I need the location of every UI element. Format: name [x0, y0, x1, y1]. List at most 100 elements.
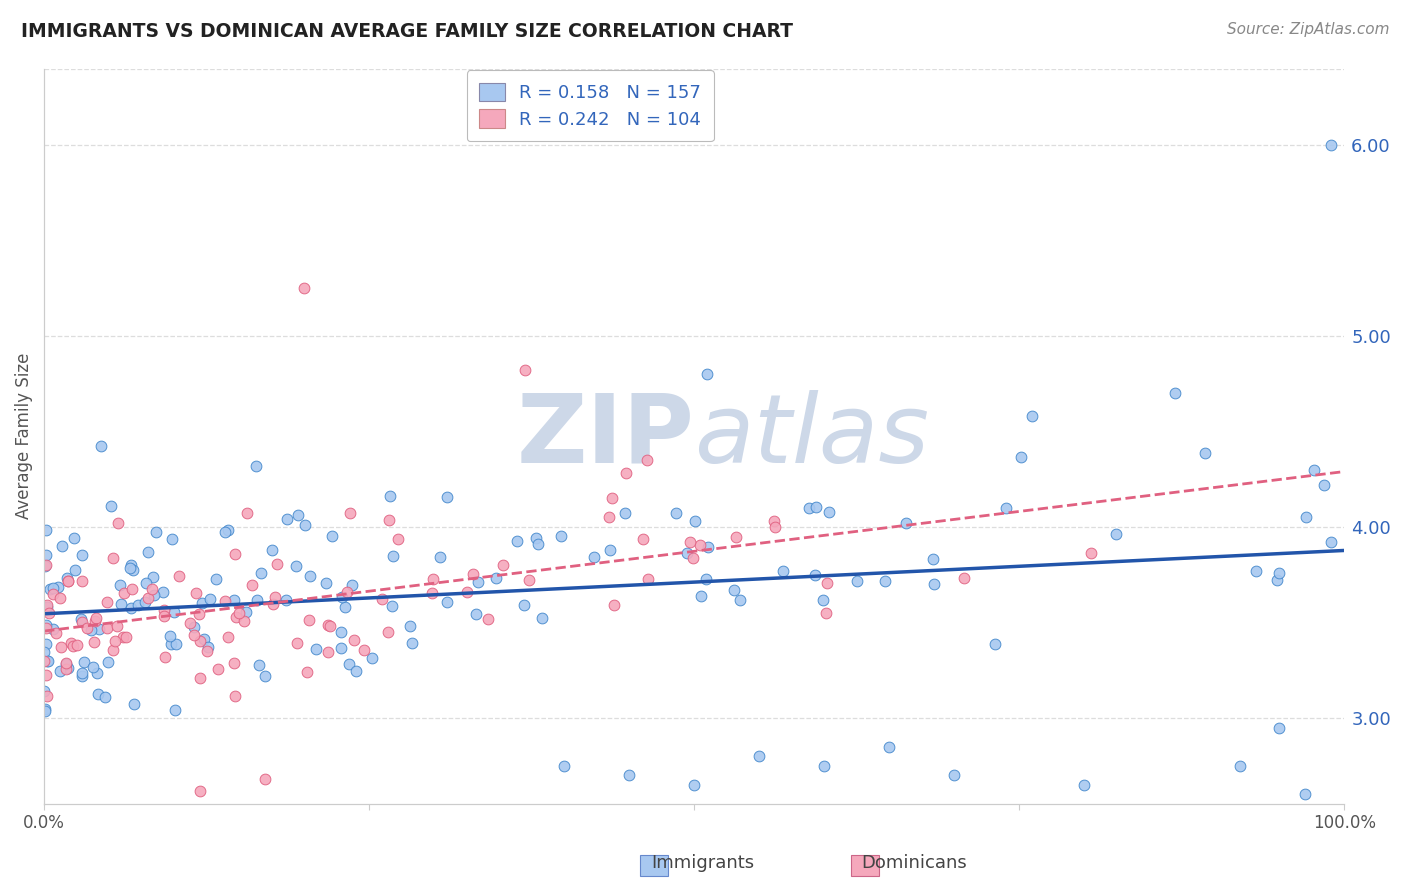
Point	[461, 566, 484, 581]
Point	[335, 600, 357, 615]
Point	[517, 573, 540, 587]
Point	[696, 367, 718, 381]
Point	[524, 532, 547, 546]
Point	[723, 582, 745, 597]
Point	[619, 768, 641, 782]
Point	[142, 570, 165, 584]
Point	[600, 491, 623, 506]
Point	[683, 514, 706, 528]
Point	[136, 544, 159, 558]
Point	[145, 524, 167, 539]
Text: atlas: atlas	[695, 390, 929, 483]
Point	[122, 697, 145, 711]
Point	[665, 507, 688, 521]
Point	[330, 591, 353, 605]
Point	[725, 531, 748, 545]
Point	[195, 643, 218, 657]
Point	[254, 772, 277, 786]
Point	[1010, 450, 1032, 465]
Point	[225, 610, 247, 624]
Point	[298, 569, 321, 583]
Point	[420, 586, 443, 600]
Point	[245, 458, 267, 473]
Point	[152, 603, 174, 617]
Point	[804, 568, 827, 582]
Point	[337, 657, 360, 672]
Point	[321, 529, 343, 543]
Point	[56, 571, 79, 585]
Point	[382, 549, 405, 564]
Point	[512, 598, 534, 612]
Text: ZIP: ZIP	[516, 390, 695, 483]
Point	[34, 558, 56, 573]
Point	[84, 614, 107, 628]
Point	[1302, 463, 1324, 477]
Point	[37, 689, 59, 703]
Point	[598, 510, 620, 524]
Point	[380, 489, 402, 503]
Point	[1268, 721, 1291, 735]
Point	[97, 655, 120, 669]
Point	[205, 572, 228, 586]
Point	[134, 595, 156, 609]
Point	[1105, 527, 1128, 541]
Point	[120, 558, 142, 573]
Point	[94, 690, 117, 705]
Point	[167, 569, 190, 583]
Point	[266, 557, 288, 571]
Point	[62, 639, 84, 653]
Point	[60, 636, 83, 650]
Point	[114, 630, 136, 644]
Point	[340, 578, 363, 592]
Point	[105, 619, 128, 633]
Point	[264, 590, 287, 604]
Point	[96, 595, 118, 609]
Point	[107, 516, 129, 531]
Point	[818, 505, 841, 519]
Point	[217, 630, 239, 644]
Point	[163, 703, 186, 717]
Point	[682, 550, 704, 565]
Point	[87, 687, 110, 701]
Point	[330, 641, 353, 656]
Point	[1194, 446, 1216, 460]
Point	[82, 660, 104, 674]
Point	[49, 591, 72, 605]
Point	[1268, 566, 1291, 581]
Point	[877, 739, 900, 754]
Point	[943, 768, 966, 782]
Point	[456, 585, 478, 599]
Point	[815, 576, 838, 591]
Point	[188, 783, 211, 797]
Point	[141, 582, 163, 597]
Point	[55, 662, 77, 676]
Point	[232, 615, 254, 629]
Point	[37, 654, 59, 668]
Point	[287, 508, 309, 522]
Point	[602, 598, 624, 612]
Point	[676, 546, 699, 560]
Point	[262, 543, 284, 558]
Point	[748, 749, 770, 764]
Point	[80, 623, 103, 637]
Point	[553, 758, 575, 772]
Point	[464, 607, 486, 622]
Point	[38, 606, 60, 620]
Point	[90, 439, 112, 453]
Point	[34, 654, 56, 668]
Point	[614, 507, 637, 521]
Point	[339, 506, 361, 520]
Point	[550, 529, 572, 543]
Point	[32, 683, 55, 698]
Point	[246, 593, 269, 607]
Point	[73, 655, 96, 669]
Point	[103, 550, 125, 565]
Point	[336, 584, 359, 599]
Point	[198, 592, 221, 607]
Point	[1320, 137, 1343, 152]
Point	[35, 600, 58, 615]
Point	[34, 558, 56, 572]
Point	[679, 535, 702, 549]
Point	[66, 638, 89, 652]
Point	[55, 657, 77, 672]
